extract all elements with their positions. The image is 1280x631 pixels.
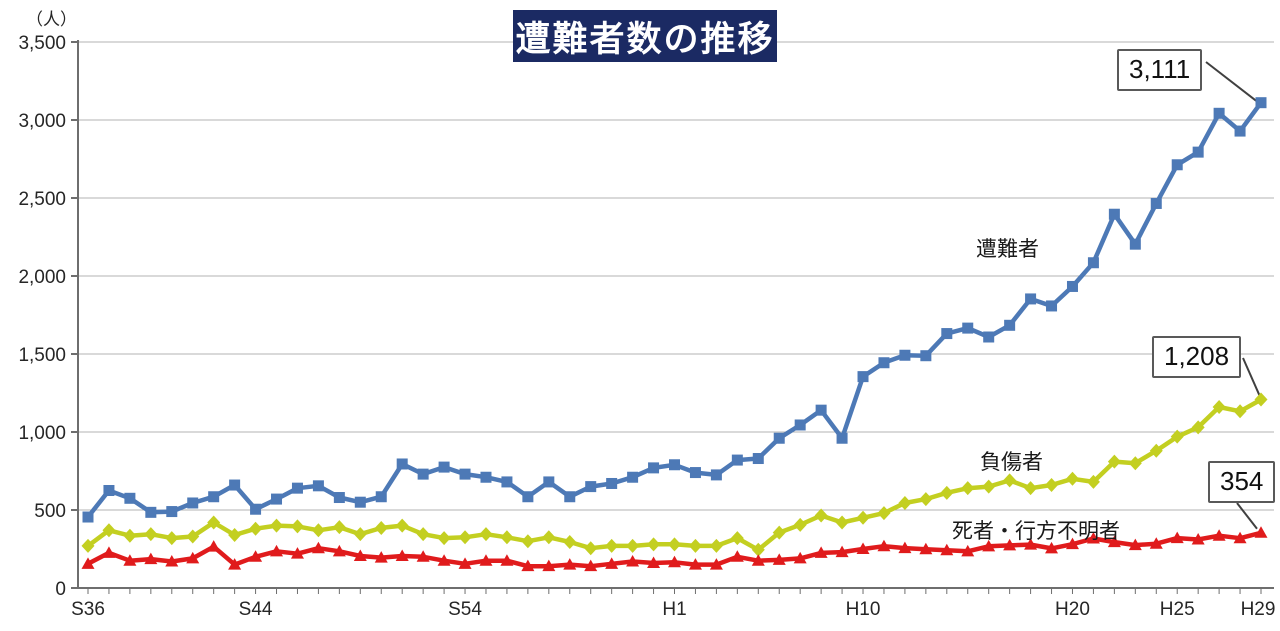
series-dead-missing-line xyxy=(81,526,1268,572)
chart-title: 遭難者数の推移 xyxy=(513,10,777,62)
callout-dead-missing-value: 354 xyxy=(1208,461,1276,503)
y-axis-tick-labels: 0 500 1,000 1,500 2,000 2,500 3,000 3,500 xyxy=(18,33,66,600)
x-axis-tick-labels: S36 S44 S54 H1 H10 H20 H25 H29 xyxy=(71,599,1275,620)
y-axis-tick-label: 2,500 xyxy=(18,189,66,210)
x-axis-tick-label: H20 xyxy=(1055,599,1090,620)
series-label-dead-missing: 死者・行方不明者 xyxy=(952,520,1120,543)
x-axis-tick-label: H25 xyxy=(1160,599,1195,620)
y-axis-tick-label: 1,000 xyxy=(18,423,66,444)
callout-victims-value: 3,111 xyxy=(1117,49,1203,91)
grid-lines xyxy=(78,41,1274,589)
series-label-injured: 負傷者 xyxy=(980,451,1043,474)
series-injured-line xyxy=(81,392,1268,557)
axes xyxy=(71,40,1274,594)
callout-injured-value: 1,208 xyxy=(1152,336,1242,378)
y-axis-tick-label: 0 xyxy=(55,579,66,600)
x-axis-tick-label: S36 xyxy=(71,599,105,620)
x-axis-tick-label: S44 xyxy=(239,599,273,620)
y-axis-unit-label: （人） xyxy=(26,10,77,29)
x-axis-tick-label: H1 xyxy=(662,599,686,620)
x-axis-tick-label: H29 xyxy=(1241,599,1276,620)
y-axis-tick-label: 3,500 xyxy=(18,33,66,54)
y-axis-tick-label: 3,000 xyxy=(18,111,66,132)
y-axis-tick-label: 1,500 xyxy=(18,345,66,366)
series-label-victims: 遭難者 xyxy=(976,238,1039,261)
y-axis-tick-label: 2,000 xyxy=(18,267,66,288)
series-victims-line xyxy=(82,97,1267,523)
y-axis-tick-label: 500 xyxy=(34,501,66,522)
callout-leader-lines xyxy=(1205,61,1261,530)
x-axis-tick-label: S54 xyxy=(448,599,482,620)
x-axis-tick-label: H10 xyxy=(846,599,881,620)
